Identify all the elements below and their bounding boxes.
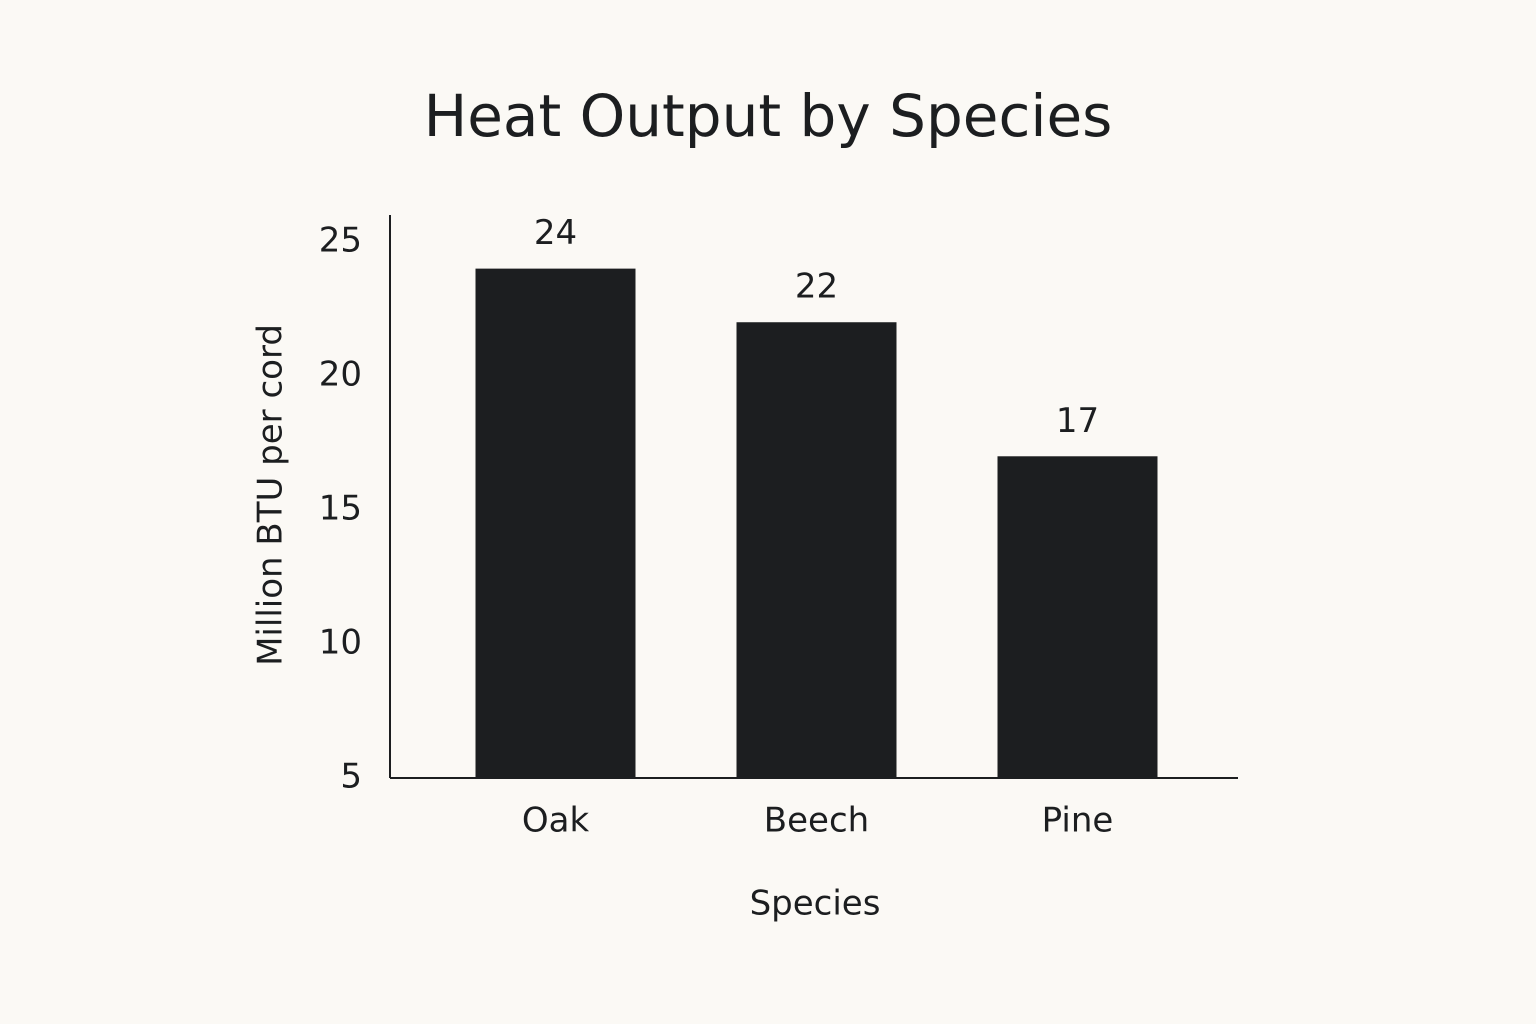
x-tick-label: Beech (764, 801, 869, 841)
y-tick-label: 5 (340, 757, 362, 797)
value-label: 17 (1056, 401, 1099, 441)
y-tick-label: 15 (319, 488, 362, 528)
x-axis-label: Species (750, 884, 881, 924)
bar (997, 456, 1158, 778)
value-label: 22 (795, 267, 838, 307)
chart-title: Heat Output by Species (424, 82, 1113, 150)
y-tick-label: 25 (319, 220, 362, 260)
bar (475, 268, 636, 778)
bar (736, 322, 897, 778)
x-tick-label: Oak (522, 801, 590, 841)
x-tick-label: Pine (1042, 801, 1114, 841)
y-axis-label: Million BTU per cord (251, 324, 291, 666)
y-tick-label: 20 (319, 354, 362, 394)
value-label: 24 (534, 213, 577, 253)
y-tick-label: 10 (319, 622, 362, 662)
